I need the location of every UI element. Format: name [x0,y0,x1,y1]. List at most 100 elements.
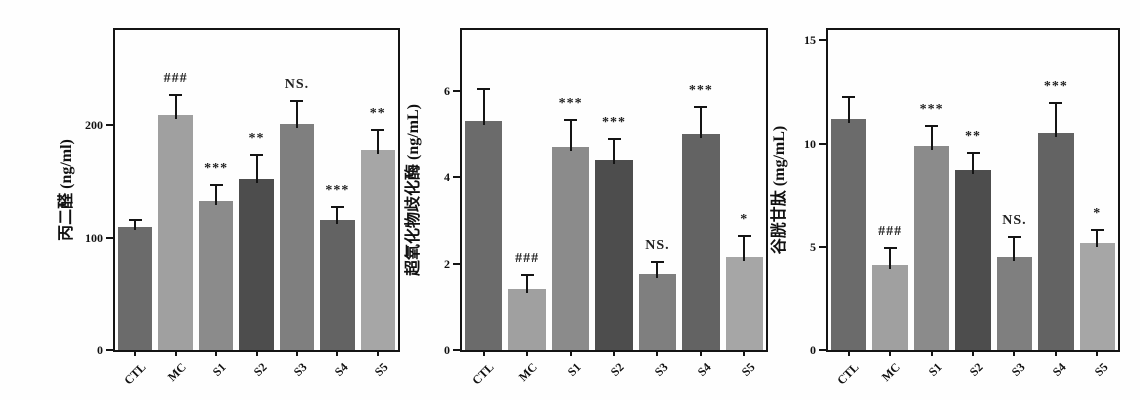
bar-s5 [725,257,763,350]
error-bar-s1 [569,118,572,151]
y-tick-label: 5 [810,239,816,254]
significance-s4: *** [688,82,713,98]
bar-s4 [1038,133,1074,350]
x-tick-label-s2: S2 [967,360,986,379]
error-bar-cap-s3 [1007,236,1021,239]
x-tick-label-s3: S3 [1008,360,1028,379]
x-axis-tick [569,350,572,356]
error-bar-s1 [930,124,933,150]
error-bar-cap-s1 [564,118,578,121]
x-tick-label-s4: S4 [694,360,714,379]
x-axis-tick [376,350,379,356]
x-axis-tick [1013,350,1016,356]
x-axis-tick [847,350,850,356]
y-tick-label: 4 [444,170,450,185]
y-axis-tick [453,349,460,351]
error-bar-s4 [699,105,702,138]
y-axis-label-superoxide-dismutase: 超氧化物歧化酶 (ng/mL) [405,104,422,277]
y-axis-tick [819,142,826,145]
error-bar-cap-ctl [128,218,142,221]
x-tick-label-s1: S1 [564,360,584,379]
error-bar-cap-s2 [250,153,263,156]
y-axis-tick [453,89,460,92]
x-tick-label-mc: MC [164,360,189,385]
significance-mc: ### [515,251,540,267]
x-axis-tick [699,350,702,356]
significance-s1: *** [204,160,229,176]
error-bar-cap-ctl [842,96,856,99]
significance-s4: *** [325,183,350,199]
x-axis-tick [255,350,258,356]
x-axis-tick [613,350,615,356]
bar-s2 [595,159,633,350]
significance-s2: ** [965,128,981,144]
bar-mc [158,115,193,350]
x-axis-tick [526,350,529,356]
bar-ctl [118,226,153,350]
error-bar-cap-s4 [694,105,708,108]
error-bar-s4 [1054,102,1057,138]
x-tick-label-ctl: CTL [120,360,149,388]
x-tick-label-s4: S4 [1049,360,1069,379]
x-axis-tick [134,350,137,356]
x-axis-tick [215,350,218,356]
y-axis-label-glutathione: 谷胱甘肽 (mg/mL) [771,125,788,255]
bar-s3 [279,124,315,350]
error-bar-cap-s2 [607,138,621,141]
bar-mc [872,265,908,350]
error-bar-s3 [295,99,298,129]
error-bar-cap-mc [883,246,897,249]
error-bar-cap-mc [169,94,183,96]
significance-s1: *** [558,95,583,111]
error-bar-cap-mc [520,274,534,277]
error-bar-cap-s1 [925,124,939,127]
significance-s5: * [740,212,749,228]
error-bar-cap-s2 [966,151,980,154]
y-axis-tick [819,39,826,42]
bar-s3 [996,257,1033,350]
error-bar-s2 [972,151,974,175]
x-axis-tick [174,350,177,356]
y-tick-label: 0 [444,343,450,357]
x-axis-tick [1054,350,1057,356]
error-bar-s3 [656,261,659,279]
y-axis-tick [453,176,460,179]
x-tick-label-s1: S1 [210,360,229,379]
y-axis-tick [819,245,826,248]
x-tick-label-mc: MC [878,360,904,385]
y-tick-label: 100 [85,230,103,245]
bar-s2 [239,179,274,350]
error-bar-cap-s5 [1090,229,1104,232]
significance-s1: *** [919,101,944,117]
error-bar-ctl [134,218,137,231]
chart-panel-malondialdehyde: 丙二醛 (ng/ml) 0 100 200 CTL ### MC *** S1 ** S2 NS. S… [58,28,400,387]
significance-s3: NS. [645,238,670,254]
y-axis-tick [453,262,460,265]
error-bar-mc [526,274,529,294]
error-bar-s5 [376,128,379,155]
y-tick-label: 0 [810,343,816,357]
significance-s4: *** [1043,79,1068,95]
significance-s5: * [1093,206,1102,222]
error-bar-s5 [743,235,746,261]
y-tick-label: 15 [804,33,816,48]
bar-s5 [1079,242,1115,350]
significance-s5: ** [369,105,386,121]
significance-s2: *** [602,115,626,131]
x-axis-tick [482,350,485,356]
y-axis-label-malondialdehyde: 丙二醛 (ng/ml) [58,139,75,241]
x-axis-tick [930,350,933,356]
error-bar-mc [889,246,892,270]
error-bar-cap-s3 [290,99,304,102]
error-bar-cap-s4 [1049,102,1063,105]
y-tick-label: 6 [444,83,450,98]
error-bar-ctl [847,96,850,123]
x-tick-label-s3: S3 [651,360,671,379]
error-bar-s5 [1096,229,1099,247]
x-tick-label-s3: S3 [290,360,310,379]
x-axis-tick [889,350,892,356]
bar-s2 [955,170,991,350]
error-bar-cap-ctl [477,88,491,91]
significance-mc: ### [878,223,903,239]
x-tick-label-s2: S2 [250,360,270,379]
